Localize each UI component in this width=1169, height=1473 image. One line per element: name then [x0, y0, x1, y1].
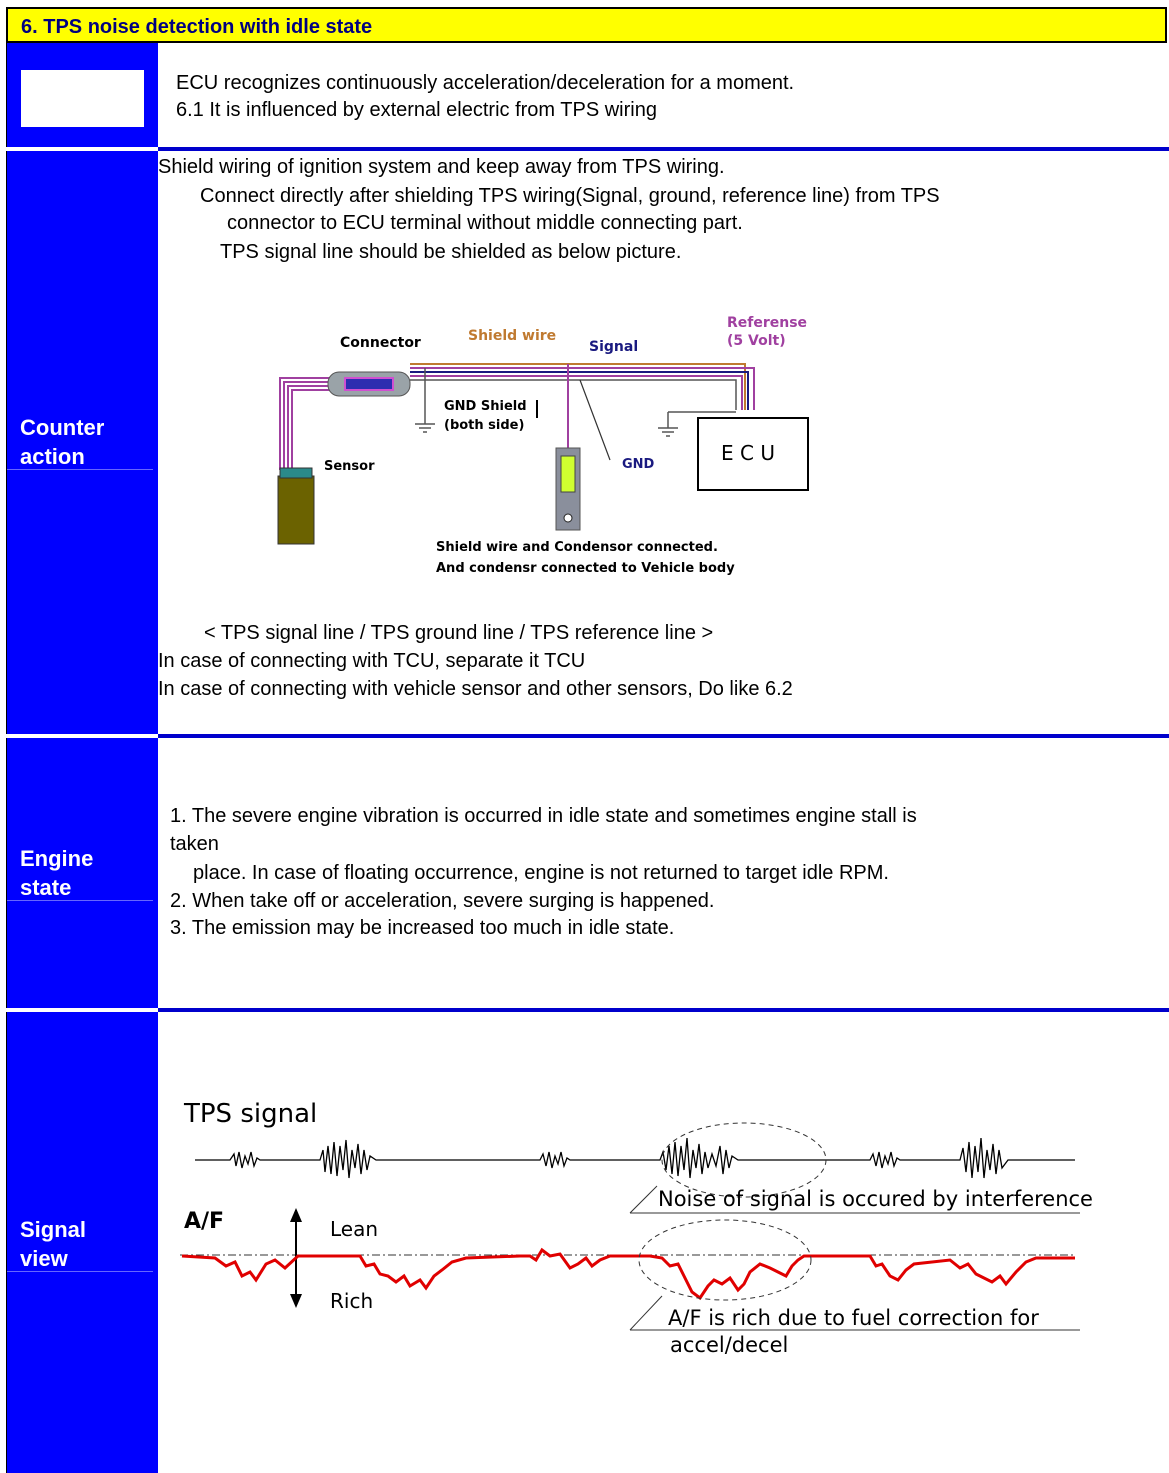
af-note-1: A/F is rich due to fuel correction for	[668, 1306, 1039, 1330]
reference-label-2: (5 Volt)	[727, 333, 786, 349]
intro-line-1: ECU recognizes continuously acceleration…	[176, 72, 795, 94]
noise-highlight	[661, 1122, 827, 1198]
gnd-shield-label-1: GND Shield	[444, 399, 527, 414]
engine-state-line-1a: 1. The severe engine vibration is occurr…	[170, 805, 917, 827]
noise-note: Noise of signal is occured by interferen…	[658, 1187, 1093, 1211]
intro-sidebar	[6, 43, 158, 147]
counter-action-p1: Shield wiring of ignition system and kee…	[158, 156, 725, 178]
engine-state-line-2: 2. When take off or acceleration, severe…	[170, 890, 715, 912]
sensor-label: Sensor	[324, 459, 375, 474]
lean-label: Lean	[330, 1217, 378, 1241]
engine-state-sidebar: Engine state	[6, 738, 158, 1008]
intro-line-2: 6.1 It is influenced by external electri…	[176, 99, 657, 121]
diagram-caption: < TPS signal line / TPS ground line / TP…	[204, 622, 714, 644]
ecu-label: E C U	[721, 441, 775, 465]
ecu-box	[697, 417, 809, 491]
engine-state-line-1c: place. In case of floating occurrence, e…	[193, 862, 889, 884]
condenser-note-2: And condensr connected to Vehicle body	[436, 561, 735, 576]
counter-action-p4: In case of connecting with TCU, separate…	[158, 650, 586, 672]
engine-state-line-3: 3. The emission may be increased too muc…	[170, 917, 675, 939]
signal-view-label-2: view	[20, 1246, 68, 1271]
counter-action-label-1: Counter	[20, 415, 105, 440]
section-rule	[158, 1008, 1169, 1012]
rich-label: Rich	[330, 1289, 373, 1313]
signal-view-graph: TPS signal A/F Lean Rich Noise of signal…	[180, 1099, 1093, 1357]
sidebar-rule	[7, 1271, 153, 1272]
sidebar-rule	[7, 469, 153, 470]
af-trace	[181, 1247, 1075, 1301]
signal-label: Signal	[589, 339, 638, 355]
section-rule	[158, 147, 1169, 151]
gnd-shield-label-2: (both side)	[444, 418, 524, 433]
tps-signal-title: TPS signal	[183, 1099, 317, 1129]
blank-label-box	[21, 70, 144, 127]
page-title-bar: 6. TPS noise detection with idle state	[6, 7, 1167, 43]
gnd-label: GND	[622, 457, 655, 472]
connector-core	[344, 377, 394, 391]
tps-signal-trace	[195, 1137, 1075, 1179]
sidebar-rule	[7, 900, 153, 901]
page-title: 6. TPS noise detection with idle state	[21, 16, 373, 38]
signal-view-label-1: Signal	[20, 1217, 87, 1242]
counter-action-label-2: action	[20, 444, 85, 469]
engine-state-label-1: Engine	[20, 846, 94, 871]
section-rule	[158, 734, 1169, 738]
condenser-note-1: Shield wire and Condensor connected.	[436, 540, 718, 555]
counter-action-p2a: Connect directly after shielding TPS wir…	[200, 185, 940, 207]
counter-action-p5: In case of connecting with vehicle senso…	[158, 678, 793, 700]
af-note-2: accel/decel	[670, 1333, 788, 1357]
reference-label-1: Referense	[727, 315, 807, 331]
engine-state-line-1b: taken	[170, 833, 219, 855]
counter-action-p2b: connector to ECU terminal without middle…	[227, 212, 743, 234]
af-title: A/F	[184, 1209, 224, 1234]
tps-wiring-diagram: Connector Shield wire Signal Referense (…	[277, 315, 809, 576]
signal-view-sidebar: Signal view	[6, 1012, 158, 1473]
counter-action-p3: TPS signal line should be shielded as be…	[220, 241, 682, 263]
sensor-body	[277, 475, 315, 545]
shield-wire-label: Shield wire	[468, 328, 556, 344]
af-rich-highlight	[638, 1219, 812, 1301]
engine-state-label-2: state	[20, 875, 72, 900]
connector-label: Connector	[340, 335, 421, 351]
counter-action-sidebar: Counter action	[6, 151, 158, 734]
